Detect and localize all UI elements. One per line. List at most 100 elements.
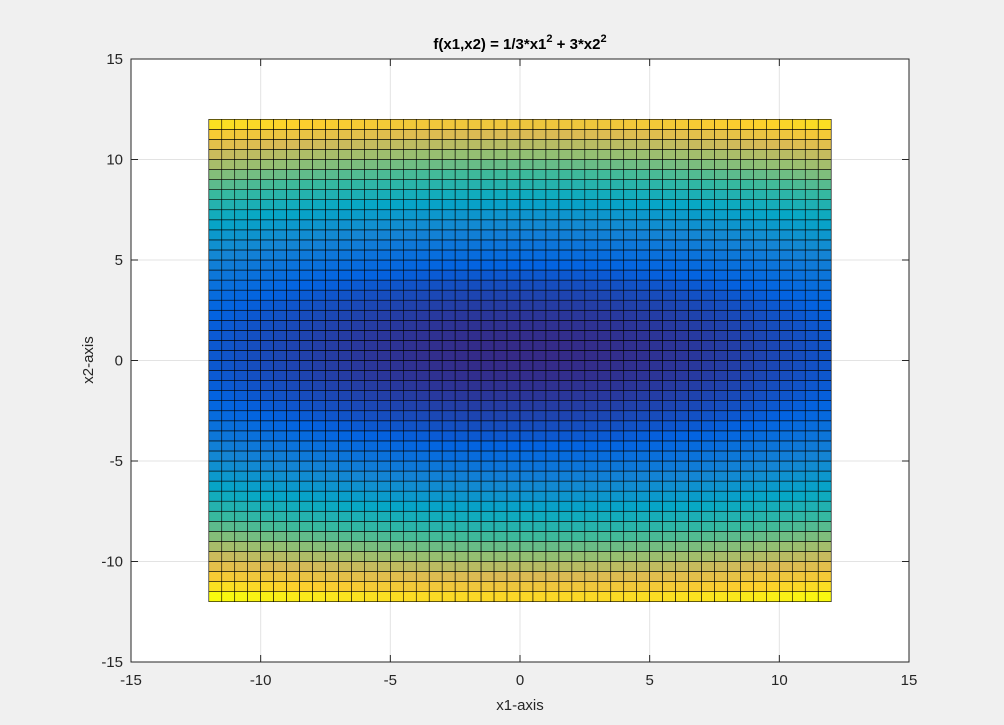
surface-cell [804, 179, 819, 190]
surface-cell [636, 299, 650, 311]
surface-cell [636, 229, 650, 241]
surface-cell [584, 450, 599, 462]
surface-cell [325, 149, 339, 160]
surface-cell [467, 561, 482, 572]
surface-cell [571, 179, 586, 190]
surface-cell [675, 299, 689, 311]
surface-cell [688, 571, 702, 582]
surface-cell [571, 490, 586, 502]
surface-cell [649, 470, 663, 482]
surface-cell [390, 581, 404, 592]
surface-cell [351, 269, 365, 281]
surface-cell [415, 520, 430, 532]
surface-cell [221, 309, 236, 321]
surface-cell [571, 219, 586, 231]
surface-cell [597, 179, 612, 190]
surface-cell [779, 531, 793, 542]
surface-cell [766, 460, 780, 472]
surface-cell [325, 239, 339, 251]
x-tick-label: -15 [120, 672, 142, 689]
surface-cell [532, 259, 547, 271]
surface-cell [623, 219, 637, 231]
surface-cell [545, 460, 560, 472]
surface-cell [377, 149, 391, 160]
surface-cell [662, 360, 676, 371]
surface-cell [688, 129, 702, 140]
surface-cell [351, 370, 365, 381]
surface-cell [441, 299, 456, 311]
surface-cell [506, 470, 521, 482]
surface-cell [441, 460, 456, 472]
surface-cell [208, 219, 223, 231]
surface-cell [493, 390, 508, 401]
surface-cell [804, 139, 819, 150]
surface-cell [364, 410, 378, 422]
surface-cell [597, 209, 612, 221]
surface-cell [221, 490, 236, 502]
surface-cell [701, 591, 715, 603]
surface-cell [377, 139, 391, 150]
surface-cell [649, 420, 663, 432]
surface-cell [467, 119, 482, 130]
surface-cell [273, 239, 287, 251]
surface-cell [675, 581, 689, 592]
surface-cell [260, 159, 274, 170]
surface-cell [740, 309, 754, 321]
surface-cell [597, 510, 612, 522]
surface-cell [325, 340, 339, 351]
surface-cell [714, 119, 728, 130]
surface-cell [260, 360, 274, 371]
surface-cell [701, 219, 715, 231]
surface-cell [701, 490, 715, 502]
surface-cell [390, 330, 404, 341]
surface-cell [675, 179, 689, 190]
surface-cell [610, 370, 625, 381]
surface-cell [506, 149, 521, 160]
surface-cell [221, 370, 236, 381]
surface-cell [208, 309, 223, 321]
surface-cell [351, 551, 365, 562]
surface-cell [402, 340, 417, 351]
surface-cell [338, 510, 352, 522]
surface-cell [364, 430, 378, 442]
surface-cell [273, 430, 287, 442]
surface-cell [571, 259, 586, 271]
title-middle: + 3*x2 [553, 36, 601, 53]
surface-cell [467, 169, 482, 180]
surface-cell [208, 390, 223, 401]
surface-cell [493, 551, 508, 562]
surface-cell [441, 410, 456, 422]
surface-cell [325, 531, 339, 542]
surface-cell [753, 531, 767, 542]
surface-cell [208, 299, 223, 311]
surface-cell [662, 430, 676, 442]
surface-cell [779, 129, 793, 140]
surface-cell [688, 309, 702, 321]
surface-cell [714, 520, 728, 532]
surface-cell [441, 279, 456, 291]
surface-cell [545, 239, 560, 251]
surface-cell [208, 319, 223, 331]
surface-cell [701, 139, 715, 150]
surface-cell [415, 159, 430, 170]
surface-cell [299, 229, 313, 241]
surface-cell [493, 209, 508, 221]
surface-cell [701, 189, 715, 200]
surface-cell [753, 551, 767, 562]
surface-cell [610, 119, 625, 130]
surface-cell [597, 279, 612, 291]
surface-cell [338, 189, 352, 200]
surface-cell [753, 119, 767, 130]
surface-cell [753, 279, 767, 291]
surface-cell [753, 480, 767, 492]
surface-cell [312, 551, 326, 562]
surface-cell [766, 340, 780, 351]
surface-cell [377, 420, 391, 432]
surface-cell [636, 259, 650, 271]
surface-cell [234, 500, 248, 512]
surface-cell [701, 460, 715, 472]
surface-cell [247, 400, 261, 412]
surface-cell [312, 189, 326, 200]
surface-cell [402, 209, 417, 221]
surface-cell [519, 420, 534, 432]
